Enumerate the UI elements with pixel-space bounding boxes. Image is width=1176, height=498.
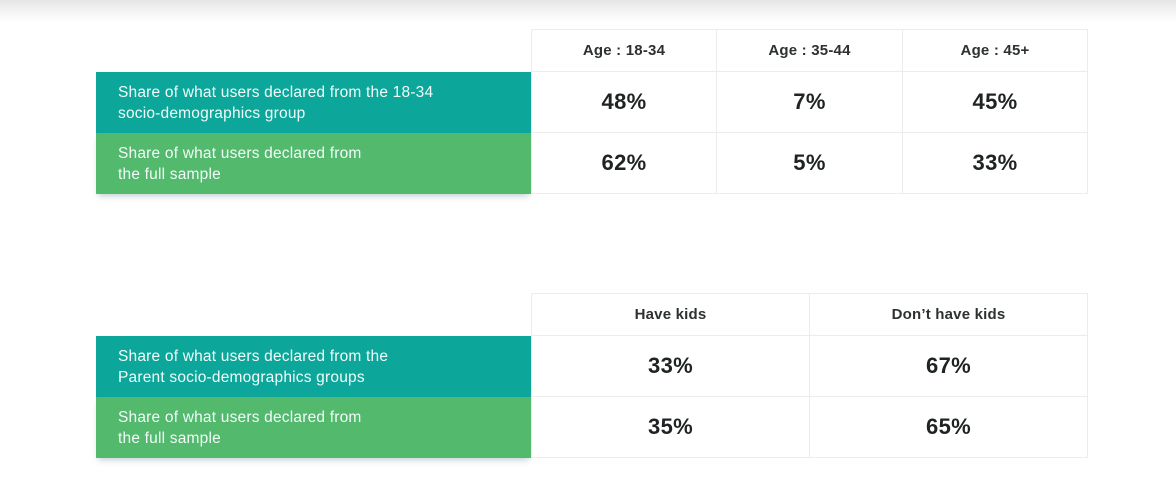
age-table-column-header: Age : 18-34 [531,29,717,72]
row-label-text: Share of what users declared from the fu… [118,144,362,183]
top-edge-shadow [0,0,1176,22]
kids-table-row-label-group: Share of what users declared from the Pa… [96,336,531,397]
value-cell: 7% [717,72,903,133]
row-label-text: Share of what users declared from the Pa… [118,347,389,386]
row-label-text: Share of what users declared from the fu… [118,408,362,447]
value-cell: 62% [531,133,717,194]
row-label-text: Share of what users declared from the 18… [118,83,434,122]
value-cell: 67% [810,336,1088,397]
age-table-row-label-full-sample: Share of what users declared from the fu… [96,133,531,194]
value-cell: 65% [810,397,1088,458]
kids-table-corner-spacer [96,293,531,336]
age-table: Age : 18-34 Age : 35-44 Age : 45+ Share … [96,29,1088,194]
age-table-column-header: Age : 45+ [903,29,1088,72]
kids-table-column-header: Have kids [531,293,810,336]
age-table-column-header: Age : 35-44 [717,29,903,72]
kids-table-row-label-full-sample: Share of what users declared from the fu… [96,397,531,458]
value-cell: 48% [531,72,717,133]
kids-table-column-header: Don’t have kids [810,293,1088,336]
value-cell: 35% [531,397,810,458]
value-cell: 45% [903,72,1088,133]
kids-table: Have kids Don’t have kids Share of what … [96,293,1088,458]
value-cell: 5% [717,133,903,194]
age-table-row-label-group: Share of what users declared from the 18… [96,72,531,133]
value-cell: 33% [531,336,810,397]
value-cell: 33% [903,133,1088,194]
age-table-corner-spacer [96,29,531,72]
